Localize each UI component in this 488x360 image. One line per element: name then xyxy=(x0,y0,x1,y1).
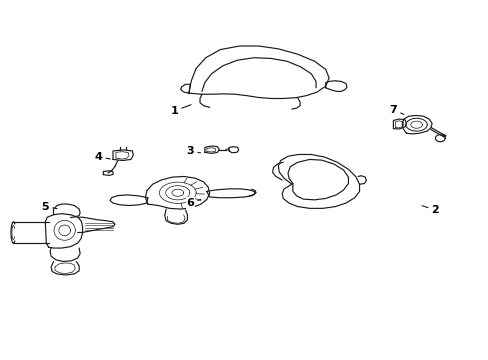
Text: 1: 1 xyxy=(170,105,191,116)
Text: 7: 7 xyxy=(389,105,403,115)
Text: 3: 3 xyxy=(186,146,200,156)
Text: 6: 6 xyxy=(186,198,201,208)
Text: 5: 5 xyxy=(41,202,57,212)
Text: 4: 4 xyxy=(94,152,110,162)
Text: 2: 2 xyxy=(421,205,438,215)
